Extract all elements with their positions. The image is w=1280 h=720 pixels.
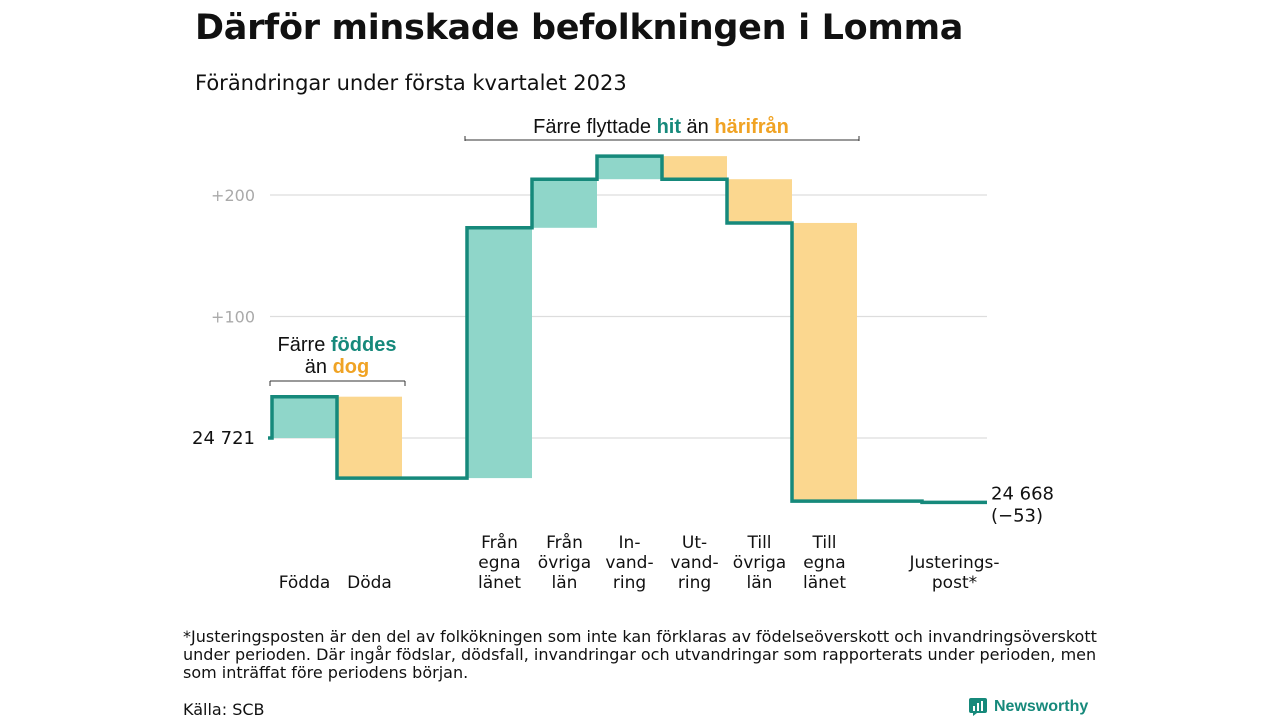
category-label: Döda xyxy=(347,573,392,593)
waterfall-bar xyxy=(727,179,792,223)
births-annotation-line1: Färre föddes xyxy=(278,334,397,356)
category-label: egna xyxy=(478,553,520,573)
footnote: *Justeringsposten är den del av folkökni… xyxy=(183,627,1097,682)
cumulative-step-line xyxy=(268,154,987,505)
chart-subtitle: Förändringar under första kvartalet 2023 xyxy=(195,71,627,95)
births-annotation-line2: än dog xyxy=(305,356,369,378)
category-label: vand- xyxy=(670,553,718,573)
category-label: egna xyxy=(803,553,845,573)
category-label: In- xyxy=(619,533,641,553)
category-label: Från xyxy=(546,532,583,553)
category-label: Födda xyxy=(279,573,331,593)
category-label: vand- xyxy=(605,553,653,573)
category-label: Från xyxy=(481,532,518,553)
start-value-label: 24 721 xyxy=(192,428,255,449)
newsworthy-logo-icon xyxy=(969,698,987,716)
chart-title: Därför minskade befolkningen i Lomma xyxy=(195,8,964,48)
category-label: Justerings- xyxy=(908,553,999,573)
migration-annotation: Färre flyttade hit än härifrån xyxy=(533,115,789,138)
y-tick-label: +200 xyxy=(211,186,255,205)
category-label: övriga xyxy=(733,553,786,573)
category-label: Ut- xyxy=(682,533,707,553)
category-label: Till xyxy=(746,533,771,553)
category-label: länet xyxy=(803,573,846,593)
category-label: länet xyxy=(478,573,521,593)
waterfall-bar xyxy=(272,396,337,438)
category-label: ring xyxy=(678,573,711,593)
end-value-label: 24 668 xyxy=(991,483,1054,504)
waterfall-bar xyxy=(597,156,662,180)
brand-name: Newsworthy xyxy=(994,698,1089,715)
category-label: övriga xyxy=(538,553,591,573)
waterfall-bar xyxy=(662,156,727,180)
y-tick-label: +100 xyxy=(211,308,255,327)
category-label: Till xyxy=(811,533,836,553)
waterfall-bar xyxy=(337,396,402,479)
end-change-label: (−53) xyxy=(991,505,1043,526)
waterfall-bar xyxy=(792,222,857,502)
brand-logo: Newsworthy xyxy=(968,697,1088,717)
category-label: län xyxy=(747,573,773,593)
waterfall-bar xyxy=(532,179,597,228)
category-label: län xyxy=(552,573,578,593)
waterfall-bar xyxy=(467,227,532,479)
category-label: ring xyxy=(613,573,646,593)
category-label: post* xyxy=(932,573,977,593)
source-label: Källa: SCB xyxy=(183,700,265,719)
